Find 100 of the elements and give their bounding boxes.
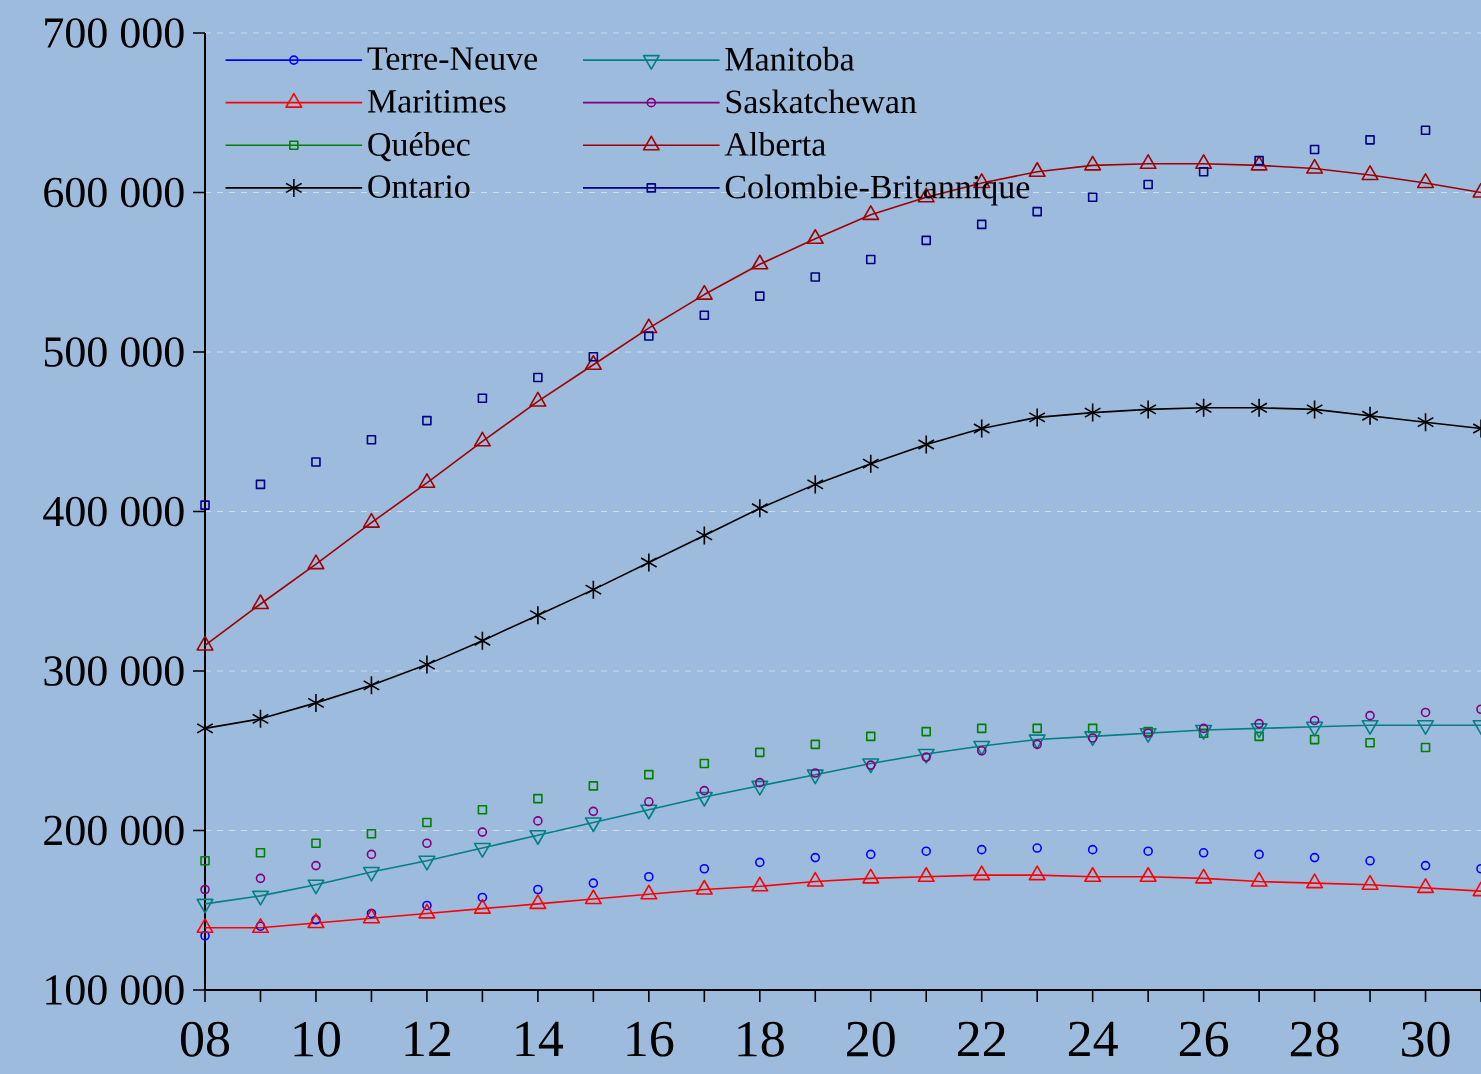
x-tick-label: 22 <box>958 1021 1005 1057</box>
point <box>477 393 488 404</box>
point <box>200 500 210 510</box>
x-tick-label: 20 <box>847 1021 895 1057</box>
point <box>921 846 932 857</box>
y-tick-label: 700 000 <box>45 18 184 48</box>
point <box>255 873 266 884</box>
point <box>588 878 599 888</box>
point <box>1420 860 1431 871</box>
point <box>1416 412 1435 432</box>
point <box>196 898 214 914</box>
y-tick-label: 400 000 <box>43 496 184 527</box>
y-tick-label: 200 000 <box>44 815 184 846</box>
y-tick-label: 300 000 <box>44 656 184 686</box>
point <box>311 915 321 925</box>
point <box>1309 144 1320 155</box>
point <box>588 781 599 791</box>
point <box>1084 155 1102 171</box>
point <box>1198 848 1209 858</box>
point <box>751 498 769 519</box>
legend-label: Alberta <box>724 132 826 156</box>
legend-label: Saskatchewan <box>726 89 917 114</box>
point <box>1254 718 1264 729</box>
point <box>1309 852 1320 863</box>
point <box>533 372 543 383</box>
point <box>477 892 488 903</box>
point <box>473 431 491 447</box>
point <box>1028 161 1046 178</box>
point <box>862 205 880 221</box>
point <box>1143 179 1153 190</box>
point <box>1198 166 1209 177</box>
point <box>362 675 381 696</box>
point <box>755 777 765 788</box>
point <box>422 900 432 911</box>
point <box>1250 155 1268 171</box>
point <box>976 745 987 756</box>
point <box>473 842 491 858</box>
x-tick-label: 14 <box>516 1021 564 1056</box>
point <box>1361 165 1379 181</box>
point <box>644 796 654 807</box>
point <box>810 739 821 750</box>
point <box>588 351 599 362</box>
point <box>862 453 880 474</box>
point <box>588 806 599 817</box>
point <box>1365 855 1375 866</box>
point <box>1305 399 1324 420</box>
point <box>1416 173 1435 189</box>
x-tick-label: 16 <box>627 1021 674 1057</box>
point <box>422 817 432 828</box>
point <box>865 254 876 265</box>
x-tick-label: 30 <box>1402 1021 1450 1057</box>
point <box>1420 707 1431 718</box>
point <box>251 594 270 610</box>
point <box>644 769 654 780</box>
point <box>366 908 377 919</box>
point <box>362 866 381 882</box>
point <box>921 235 932 246</box>
point <box>1254 731 1264 742</box>
point <box>251 890 270 906</box>
point <box>644 871 654 882</box>
point <box>307 554 325 570</box>
point <box>1139 727 1157 743</box>
point <box>533 884 543 895</box>
point <box>755 857 765 868</box>
point <box>1087 192 1098 203</box>
legend-label: Ontario <box>368 175 470 199</box>
point <box>200 884 210 895</box>
y-tick-label: 500 000 <box>44 337 184 367</box>
point <box>917 434 935 455</box>
point <box>1309 734 1320 745</box>
point <box>1087 844 1098 855</box>
point <box>422 838 432 849</box>
point <box>1365 135 1375 145</box>
point <box>366 849 377 860</box>
point <box>1250 398 1268 418</box>
point <box>695 791 713 807</box>
y-tick-label: 600 000 <box>44 177 184 208</box>
point <box>1195 398 1213 418</box>
x-tick-label: 24 <box>1068 1021 1118 1057</box>
point <box>311 860 321 871</box>
legend-label: Terre-Neuve <box>367 47 538 71</box>
x-tick-label: 18 <box>738 1021 784 1057</box>
point <box>755 291 765 301</box>
point <box>699 785 710 796</box>
point <box>366 828 377 839</box>
point <box>755 747 765 758</box>
point <box>921 726 932 737</box>
x-tick-label: 26 <box>1179 1021 1229 1057</box>
point <box>366 434 377 445</box>
point <box>477 804 488 815</box>
point <box>810 272 821 282</box>
point <box>699 310 710 321</box>
point <box>640 552 658 573</box>
point <box>1087 733 1098 743</box>
point <box>251 709 270 729</box>
point <box>1032 739 1042 750</box>
y-tick-label: 100 000 <box>46 975 184 1005</box>
point <box>418 654 436 675</box>
legend-label: Québec <box>368 131 470 162</box>
point <box>311 838 321 849</box>
